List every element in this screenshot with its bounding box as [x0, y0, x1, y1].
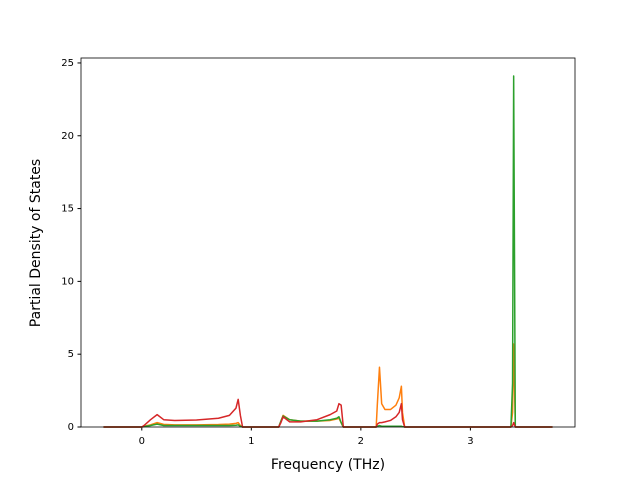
- y-tick-label: 20: [61, 131, 74, 142]
- series-line: [103, 398, 553, 428]
- x-tick-label: 2: [358, 436, 364, 447]
- y-tick-label: 0: [68, 422, 74, 433]
- y-tick-label: 25: [61, 58, 74, 69]
- y-tick-label: 10: [61, 276, 74, 287]
- series-line: [103, 343, 553, 428]
- y-tick-label: 15: [61, 204, 74, 215]
- x-tick-label: 3: [467, 436, 473, 447]
- x-tick-label: 0: [139, 436, 145, 447]
- series-line: [103, 75, 553, 428]
- x-axis-label: Frequency (THz): [271, 457, 385, 473]
- plot-frame: [80, 57, 576, 428]
- x-tick-label: 1: [248, 436, 254, 447]
- y-axis-label: Partial Density of States: [28, 159, 44, 327]
- y-tick-label: 5: [68, 349, 74, 360]
